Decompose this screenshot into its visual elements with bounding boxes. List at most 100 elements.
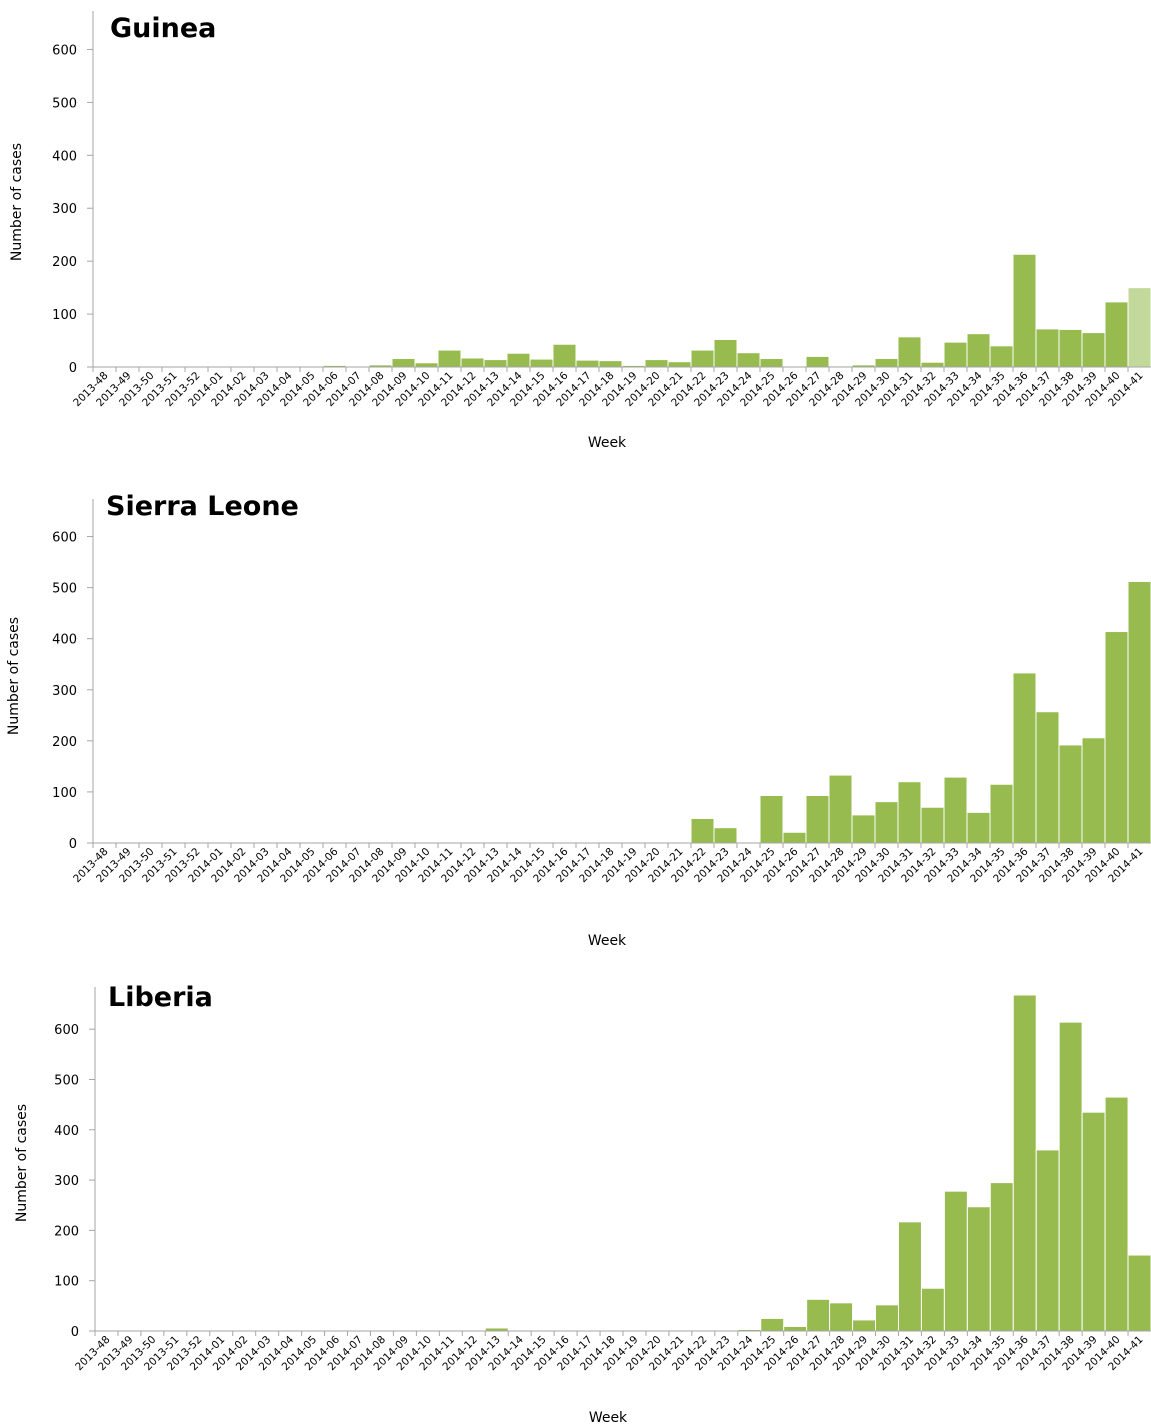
guinea-y-tick-label: 0 bbox=[69, 361, 77, 376]
sierra-leone-chart-title: Sierra Leone bbox=[106, 491, 299, 522]
guinea-bar bbox=[736, 352, 761, 368]
guinea-bar bbox=[805, 355, 830, 368]
sierra-leone-bar bbox=[1127, 580, 1151, 844]
sierra-leone-bar bbox=[1012, 672, 1037, 844]
sierra-leone-bar bbox=[966, 811, 991, 844]
liberia-bar bbox=[829, 1302, 854, 1332]
sierra-leone-bar bbox=[874, 801, 899, 844]
sierra-leone-x-axis-title: Week bbox=[588, 933, 627, 949]
liberia-bar bbox=[1104, 1096, 1129, 1332]
liberia-bar bbox=[920, 1287, 945, 1332]
liberia-y-tick-label: 500 bbox=[54, 1073, 79, 1088]
liberia-y-tick-label: 400 bbox=[54, 1124, 79, 1139]
sierra-leone-bar bbox=[828, 774, 853, 844]
sierra-leone-y-tick-label: 0 bbox=[69, 837, 77, 852]
sierra-leone-y-axis-title: Number of cases bbox=[6, 617, 22, 735]
guinea-bar bbox=[598, 360, 623, 368]
liberia-bar bbox=[806, 1298, 831, 1332]
liberia-bar bbox=[852, 1319, 877, 1332]
liberia-bar bbox=[1058, 1021, 1083, 1332]
sierra-leone-bar bbox=[782, 831, 807, 844]
liberia-bar bbox=[1035, 1149, 1060, 1332]
liberia-bar bbox=[897, 1221, 922, 1332]
guinea-bar bbox=[690, 349, 715, 368]
liberia-bar bbox=[875, 1304, 899, 1332]
sierra-leone-bar bbox=[759, 795, 784, 844]
guinea-bar bbox=[575, 359, 600, 368]
sierra-leone-y-tick-label: 400 bbox=[52, 633, 77, 648]
liberia-bar bbox=[943, 1190, 968, 1332]
liberia-bar bbox=[966, 1206, 991, 1332]
guinea-bar bbox=[391, 358, 416, 368]
guinea-bar bbox=[1058, 328, 1083, 368]
liberia-y-tick-label: 200 bbox=[54, 1224, 79, 1239]
sierra-leone-bar bbox=[943, 776, 968, 844]
guinea-y-axis-title: Number of cases bbox=[9, 143, 25, 261]
guinea-y-tick-label: 100 bbox=[52, 308, 77, 323]
guinea-bar bbox=[1035, 328, 1060, 368]
liberia-bar bbox=[783, 1325, 808, 1332]
sierra-leone-bar bbox=[1104, 631, 1129, 844]
guinea-bar bbox=[529, 358, 554, 368]
sierra-leone-bar bbox=[1035, 711, 1060, 844]
guinea-bar bbox=[897, 336, 922, 368]
liberia-bar bbox=[1127, 1254, 1151, 1332]
guinea-y-tick-label: 200 bbox=[52, 255, 77, 270]
sierra-leone-y-tick-label: 500 bbox=[52, 582, 77, 597]
guinea-bar bbox=[460, 357, 485, 368]
liberia-y-tick-label: 300 bbox=[54, 1174, 79, 1189]
guinea-y-tick-label: 500 bbox=[52, 96, 77, 111]
sierra-leone-bar bbox=[805, 795, 830, 844]
sierra-leone-y-tick-label: 600 bbox=[52, 531, 77, 546]
sierra-leone-chart: 01002003004005006002013-482013-492013-50… bbox=[6, 491, 1151, 949]
liberia-bar bbox=[989, 1182, 1014, 1332]
sierra-leone-bar bbox=[690, 817, 715, 844]
liberia-chart-title: Liberia bbox=[108, 982, 213, 1013]
guinea-x-axis-title: Week bbox=[588, 435, 627, 451]
liberia-y-tick-label: 0 bbox=[71, 1325, 79, 1340]
guinea-bar bbox=[437, 349, 462, 368]
liberia-chart-panel: 0 100 200 300 400 500 600 2013-48 2013-49 2013-50… bbox=[0, 952, 1151, 1428]
liberia-bar bbox=[1081, 1111, 1106, 1332]
guinea-bar bbox=[483, 359, 508, 368]
liberia-bar bbox=[1012, 994, 1037, 1332]
guinea-bar bbox=[989, 345, 1014, 368]
liberia-x-axis-title: Week bbox=[589, 1410, 628, 1426]
sierra-leone-y-tick-label: 100 bbox=[52, 786, 77, 801]
sierra-leone-bar bbox=[897, 781, 922, 844]
liberia-y-axis-title: Number of cases bbox=[14, 1104, 30, 1222]
sierra-leone-bar bbox=[920, 806, 945, 844]
sierra-leone-bar bbox=[713, 827, 738, 844]
guinea-bar bbox=[713, 338, 738, 368]
liberia-chart: 01002003004005006002013-482013-492013-50… bbox=[14, 982, 1151, 1426]
guinea-chart-panel: 0 100 200 300 400 500 600 2013-48 2013-49 2013-50… bbox=[0, 0, 1151, 470]
sierra-leone-y-tick-label: 200 bbox=[52, 735, 77, 750]
guinea-chart-title: Guinea bbox=[110, 13, 216, 44]
guinea-bar bbox=[874, 358, 899, 368]
guinea-y-tick-label: 300 bbox=[52, 202, 77, 217]
guinea-chart: 01002003004005006002013-482013-492013-50… bbox=[9, 11, 1151, 451]
liberia-y-tick-label: 100 bbox=[54, 1275, 79, 1290]
sierra-leone-y-tick-label: 300 bbox=[52, 684, 77, 699]
guinea-bar bbox=[552, 343, 577, 368]
guinea-bar bbox=[1012, 253, 1037, 368]
sierra-leone-bar bbox=[989, 783, 1014, 844]
liberia-bar bbox=[760, 1317, 785, 1332]
guinea-y-tick-label: 400 bbox=[52, 149, 77, 164]
guinea-bar bbox=[1081, 332, 1106, 368]
guinea-bar bbox=[920, 361, 945, 368]
guinea-y-tick-label: 600 bbox=[52, 43, 77, 58]
guinea-bar bbox=[644, 359, 669, 368]
guinea-bar bbox=[667, 361, 692, 368]
guinea-bar bbox=[943, 341, 968, 368]
sierra-leone-bar bbox=[1058, 744, 1083, 844]
guinea-bar bbox=[506, 352, 531, 368]
guinea-bar bbox=[1104, 301, 1129, 368]
sierra-leone-bar bbox=[851, 814, 876, 844]
liberia-y-tick-label: 600 bbox=[54, 1023, 79, 1038]
guinea-bar bbox=[759, 358, 784, 368]
guinea-bar bbox=[1127, 287, 1151, 368]
sierra-leone-chart-panel: 0 100 200 300 400 500 600 2013-48 2013-49 2013-50… bbox=[0, 476, 1151, 952]
guinea-bar bbox=[414, 362, 439, 368]
